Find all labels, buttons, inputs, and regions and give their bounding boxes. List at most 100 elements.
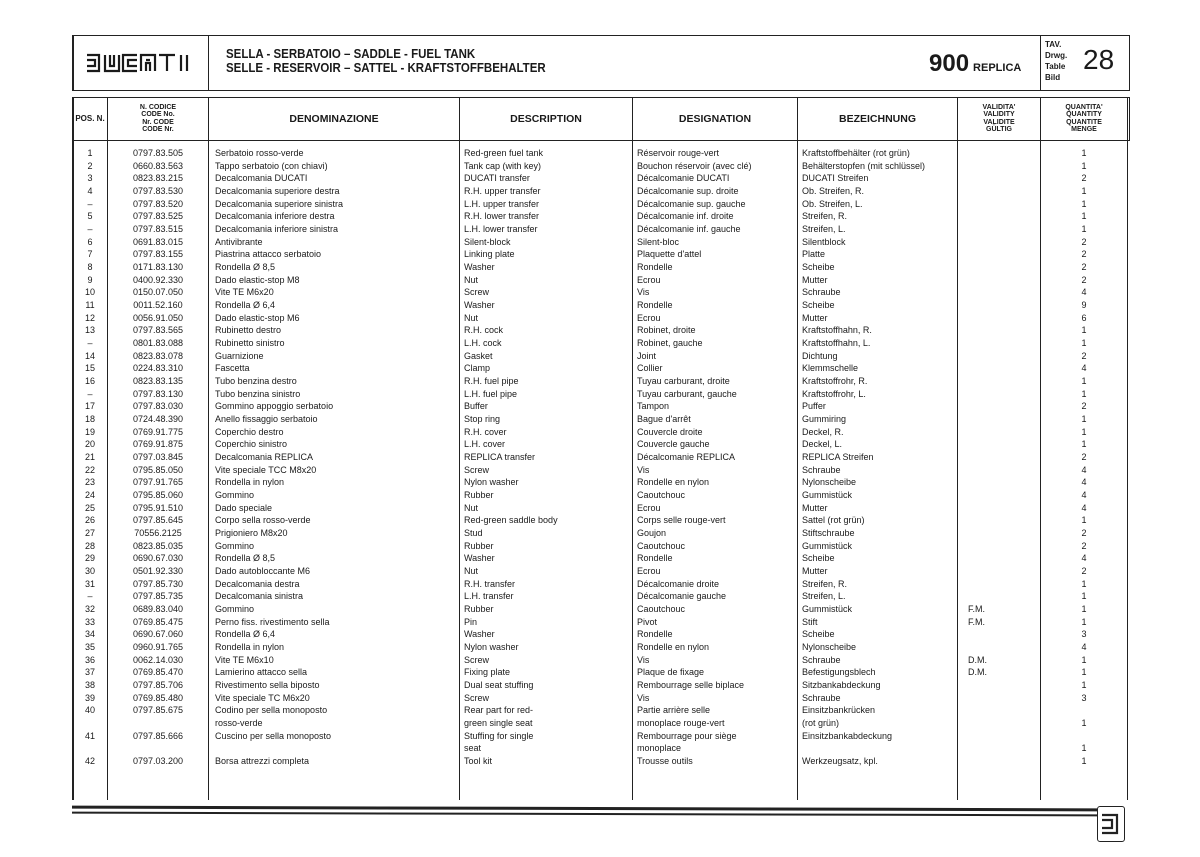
- table-number: 28: [1083, 44, 1115, 75]
- row-quantity: 1: [1081, 667, 1087, 678]
- row-quantity: 4: [1081, 363, 1087, 374]
- row-code: 0960.91.765: [132, 642, 184, 653]
- row-code: 0797.83.525: [132, 211, 184, 222]
- row-quantity: 1: [1081, 338, 1087, 349]
- row-pos: 26: [84, 515, 95, 526]
- row-description: Nut: [464, 312, 479, 323]
- row-designation: Rondelle: [637, 553, 673, 564]
- row-pos: 20: [84, 439, 95, 450]
- col-rule: [1040, 97, 1041, 800]
- row-code: 0660.83.563: [132, 160, 184, 171]
- col-rule: [797, 97, 798, 800]
- row-denominazione: Dado speciale: [215, 502, 273, 513]
- row-description: Silent-block: [464, 236, 511, 247]
- row-quantity: 2: [1081, 528, 1087, 539]
- row-denominazione: Rondella in nylon: [215, 477, 285, 488]
- row-designation: Trousse outils: [637, 756, 693, 767]
- row-quantity: 1: [1081, 160, 1087, 171]
- row-designation: Rondelle en nylon: [637, 477, 710, 488]
- row-bezeichnung: Schraube: [802, 654, 841, 665]
- row-bezeichnung: Streifen, L.: [802, 224, 846, 235]
- row-description: Clamp: [464, 363, 491, 374]
- page-title: SELLA - SERBATOIO – SADDLE - FUEL TANK S…: [226, 47, 546, 75]
- row-code: 0797.83.515: [132, 224, 184, 235]
- row-description: Stud: [464, 528, 483, 539]
- row-pos: 21: [84, 452, 95, 463]
- row-bezeichnung: Ob. Streifen, R.: [802, 186, 865, 196]
- row-quantity: 1: [1081, 718, 1087, 729]
- table-label-bild: Bild: [1045, 73, 1061, 82]
- row-quantity: 4: [1081, 464, 1087, 475]
- row-denominazione: Decalcomania DUCATI: [215, 173, 308, 184]
- col-rule: [1127, 97, 1128, 800]
- row-quantity: 4: [1081, 642, 1087, 653]
- row-denominazione: Decalcomania superiore destra: [215, 186, 340, 196]
- row-denominazione: Gommino appoggio serbatoio: [215, 401, 334, 412]
- row-designation: Rondelle: [637, 300, 673, 311]
- row-code: 0150.07.050: [132, 287, 184, 298]
- row-description: Tank cap (with key): [464, 160, 542, 171]
- row-pos: 9: [87, 274, 93, 285]
- row-code: 0062.14.030: [132, 654, 184, 665]
- row-pos: –: [87, 224, 93, 235]
- row-bezeichnung: Klemmschelle: [802, 363, 859, 374]
- row-description: Nut: [464, 566, 479, 577]
- row-pos: 3: [87, 173, 93, 184]
- row-designation: Caoutchouc: [637, 490, 686, 501]
- row-designation: Réservoir rouge-vert: [637, 148, 720, 158]
- row-code: 0797.85.730: [132, 578, 184, 589]
- row-denominazione: Decalcomania inferiore destra: [215, 211, 335, 222]
- row-bezeichnung: Gummistück: [802, 604, 853, 615]
- row-pos: 2: [87, 160, 93, 171]
- ducati-d-logo-icon: [1097, 806, 1125, 842]
- row-designation: Robinet, droite: [637, 325, 696, 336]
- row-code: 0769.85.475: [132, 616, 184, 627]
- row-bezeichnung: Mutter: [802, 566, 828, 577]
- row-designation: Bouchon réservoir (avec clé): [637, 160, 752, 171]
- row-description: Rubber: [464, 604, 494, 615]
- row-description: Nylon washer: [464, 477, 519, 488]
- row-code: 0797.83.130: [132, 388, 184, 399]
- row-bezeichnung: Scheibe: [802, 629, 835, 640]
- row-description: REPLICA transfer: [464, 452, 536, 463]
- row-designation: Rondelle en nylon: [637, 642, 710, 653]
- row-denominazione: Fascetta: [215, 363, 250, 374]
- row-description: L.H. transfer: [464, 591, 514, 602]
- row-bezeichnung: Kraftstoffhahn, L.: [802, 338, 871, 349]
- row-bezeichnung: Einsitzbankrücken (rot grün): [802, 705, 876, 729]
- col-rule: [72, 97, 74, 800]
- row-bezeichnung: Werkzeugsatz, kpl.: [802, 756, 878, 767]
- row-pos: 10: [84, 287, 95, 298]
- row-denominazione: Rondella Ø 8,5: [215, 553, 276, 564]
- row-bezeichnung: Mutter: [802, 312, 828, 323]
- row-denominazione: Decalcomania REPLICA: [215, 452, 314, 463]
- row-designation: Bague d'arrêt: [637, 414, 691, 425]
- row-denominazione: Gommino: [215, 604, 255, 615]
- row-quantity: 1: [1081, 604, 1087, 615]
- row-denominazione: Rondella Ø 6,4: [215, 300, 276, 311]
- row-denominazione: Lamierino attacco sella: [215, 667, 308, 678]
- row-denominazione: Vite speciale TCC M8x20: [215, 464, 317, 475]
- row-designation: Ecrou: [637, 274, 661, 285]
- row-bezeichnung: Kraftstoffrohr, L.: [802, 388, 866, 399]
- row-pos: 32: [84, 604, 95, 615]
- row-pos: 22: [84, 464, 95, 475]
- row-description: Stop ring: [464, 414, 501, 425]
- row-pos: 41: [84, 730, 95, 741]
- header-description: DESCRIPTION: [510, 112, 582, 125]
- title-line-1: SELLA - SERBATOIO – SADDLE - FUEL TANK: [226, 47, 476, 61]
- row-pos: –: [87, 388, 93, 399]
- row-designation: Décalcomanie sup. droite: [637, 186, 739, 196]
- row-designation: Tuyau carburant, gauche: [637, 388, 737, 399]
- header-bezeichnung: BEZEICHNUNG: [838, 112, 916, 125]
- row-code: 0797.85.706: [132, 680, 184, 691]
- row-denominazione: Coperchio sinistro: [215, 439, 288, 450]
- row-pos: 12: [84, 312, 95, 323]
- title-line-2: SELLE - RESERVOIR – SATTEL - KRAFTSTOFFB…: [226, 61, 546, 75]
- row-designation: Vis: [637, 692, 650, 703]
- row-denominazione: Decalcomania sinistra: [215, 591, 304, 602]
- row-quantity: 2: [1081, 262, 1087, 273]
- row-designation: Décalcomanie DUCATI: [637, 173, 730, 184]
- row-quantity: 1: [1081, 224, 1087, 235]
- row-designation: Couvercle droite: [637, 426, 703, 437]
